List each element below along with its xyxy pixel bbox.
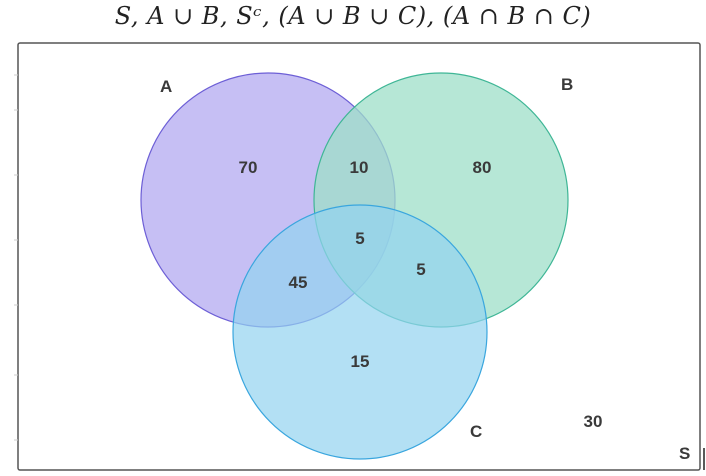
region-ab-only: 10 [350,158,369,177]
region-b-only: 80 [473,158,492,177]
region-c-only: 15 [351,352,370,371]
region-outside: 30 [584,412,603,431]
set-a-label: A [160,77,172,96]
set-c-circle [232,204,488,460]
region-bc-only: 5 [416,260,425,279]
region-a-only: 70 [239,158,258,177]
region-abc: 5 [355,229,364,248]
universe-label: S [679,444,690,463]
diagram-title: S, A ∪ B, Sᶜ, (A ∪ B ∪ C), (A ∩ B ∩ C) [114,2,592,30]
set-b-label: B [561,75,573,94]
region-ac-only: 45 [289,273,308,292]
set-c-label: C [470,422,482,441]
border-ticks [14,74,18,441]
